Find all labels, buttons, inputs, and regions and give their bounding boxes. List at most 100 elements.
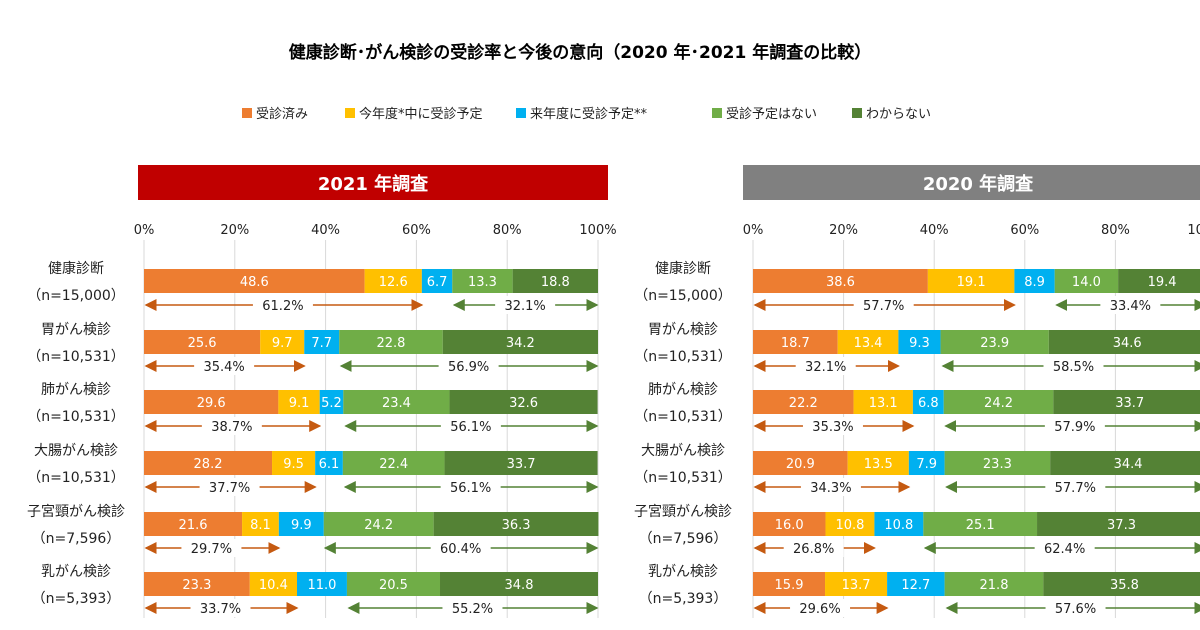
bar-value-label: 13.1 <box>869 396 898 411</box>
category-label: 胃がん検診 <box>648 322 718 338</box>
legend-swatch <box>516 108 526 118</box>
arrow-label-bg <box>795 357 856 375</box>
bar-value-label: 22.4 <box>379 457 408 472</box>
bar-value-label: 36.3 <box>502 518 531 533</box>
bar-value-label: 34.4 <box>1114 457 1143 472</box>
x-tick-label: 100% <box>1187 223 1200 238</box>
bar-segment <box>319 390 344 414</box>
bar-segment <box>912 390 944 414</box>
right-total-label: 32.1% <box>504 299 545 314</box>
arrow-label-bg <box>194 357 255 375</box>
panel-2021: 2021 年調査 0% 20% 40% 60% 80% 100% 健康診断 （n=15,000）… <box>27 165 617 618</box>
bar-segment <box>923 512 1038 536</box>
bar-segment <box>898 330 941 354</box>
bar-value-label: 10.8 <box>884 518 913 533</box>
category-label: 乳がん検診 <box>648 564 718 580</box>
right-total-label: 33.4% <box>1110 299 1151 314</box>
bar-value-label: 16.0 <box>775 518 804 533</box>
x-tick-label: 0% <box>743 223 764 238</box>
bar-value-label: 25.1 <box>966 518 995 533</box>
legend-swatch <box>712 108 722 118</box>
bar-value-label: 7.9 <box>916 457 937 472</box>
category-label: 胃がん検診 <box>41 322 111 338</box>
right-total-label: 58.5% <box>1053 360 1094 375</box>
arrow-label-bg <box>1100 296 1161 314</box>
bar-segment <box>753 330 838 354</box>
legend-label: 来年度に受診予定** <box>530 106 648 122</box>
bar-value-label: 15.9 <box>775 578 804 593</box>
category-n: （n=5,393） <box>639 591 728 607</box>
bar-value-label: 10.4 <box>259 578 288 593</box>
bar-segment <box>323 512 434 536</box>
bar-value-label: 20.5 <box>379 578 408 593</box>
legend-label: 受診済み <box>256 106 308 122</box>
category-label: 肺がん検診 <box>41 382 111 398</box>
bar-value-label: 6.1 <box>319 457 340 472</box>
bar-value-label: 12.6 <box>379 275 408 290</box>
category-n: （n=7,596） <box>639 531 728 547</box>
chart-title: 健康診断･がん検診の受診率と今後の意向（2020 年･2021 年調査の比較） <box>289 42 871 63</box>
category-n: （n=10,531） <box>634 470 732 486</box>
right-total-label: 56.9% <box>448 360 489 375</box>
bar-segment <box>1054 269 1119 293</box>
x-tick-label: 40% <box>311 223 340 238</box>
legend: 受診済み 今年度*中に受診予定 来年度に受診予定** 受診予定はない わからない <box>242 106 931 122</box>
bar-value-label: 38.6 <box>826 275 855 290</box>
bar-segment <box>943 390 1054 414</box>
bar-segment <box>442 330 598 354</box>
legend-label: 受診予定はない <box>726 106 817 122</box>
bar-segment <box>144 390 279 414</box>
legend-swatch <box>852 108 862 118</box>
legend-swatch <box>242 108 252 118</box>
bar-segment <box>278 390 320 414</box>
arrow-label-bg <box>181 539 242 557</box>
category-label: 大腸がん検診 <box>641 443 725 459</box>
bar-segment <box>421 269 453 293</box>
arrow-label-bg <box>783 539 844 557</box>
bar-segment <box>144 330 261 354</box>
category-label: 乳がん検診 <box>41 564 111 580</box>
bar-value-label: 18.8 <box>541 275 570 290</box>
category-n: （n=10,531） <box>634 349 732 365</box>
arrow-label-bg <box>438 357 499 375</box>
bar-value-label: 32.6 <box>509 396 538 411</box>
category-n: （n=10,531） <box>27 409 125 425</box>
arrow-label-bg <box>440 478 501 496</box>
bar-value-label: 19.1 <box>957 275 986 290</box>
bar-value-label: 9.5 <box>283 457 304 472</box>
bar-segment <box>444 451 598 475</box>
bar-segment <box>296 572 347 596</box>
category-n: （n=7,596） <box>32 531 121 547</box>
left-total-label: 29.7% <box>191 542 232 557</box>
bar-value-label: 9.7 <box>272 336 293 351</box>
arrow-label-bg <box>442 599 503 617</box>
bar-value-label: 8.1 <box>250 518 271 533</box>
bar-segment <box>1050 451 1200 475</box>
arrow-label-bg <box>1044 417 1105 435</box>
panel-title: 2021 年調査 <box>318 173 428 195</box>
bar-segment <box>342 451 445 475</box>
bar-value-label: 8.9 <box>1024 275 1045 290</box>
bar-value-label: 23.3 <box>983 457 1012 472</box>
bar-value-label: 12.7 <box>901 578 930 593</box>
arrow-label-bg <box>1045 478 1106 496</box>
legend-swatch <box>345 108 355 118</box>
bar-value-label: 24.2 <box>984 396 1013 411</box>
bar-value-label: 48.6 <box>240 275 269 290</box>
arrow-label-bg <box>199 478 260 496</box>
x-tick-label: 20% <box>220 223 249 238</box>
bar-segment <box>927 269 1015 293</box>
bar-value-label: 13.7 <box>842 578 871 593</box>
left-total-label: 38.7% <box>211 420 252 435</box>
bar-value-label: 11.0 <box>307 578 336 593</box>
bar-value-label: 9.3 <box>909 336 930 351</box>
bar-segment <box>1037 512 1200 536</box>
category-n: （n=15,000） <box>634 288 732 304</box>
x-tick-label: 40% <box>920 223 949 238</box>
bar-value-label: 23.3 <box>182 578 211 593</box>
bar-segment <box>753 269 928 293</box>
bar-segment <box>753 390 854 414</box>
bar-segment <box>1048 330 1200 354</box>
bar-value-label: 28.2 <box>194 457 223 472</box>
category-label: 大腸がん検診 <box>34 443 118 459</box>
